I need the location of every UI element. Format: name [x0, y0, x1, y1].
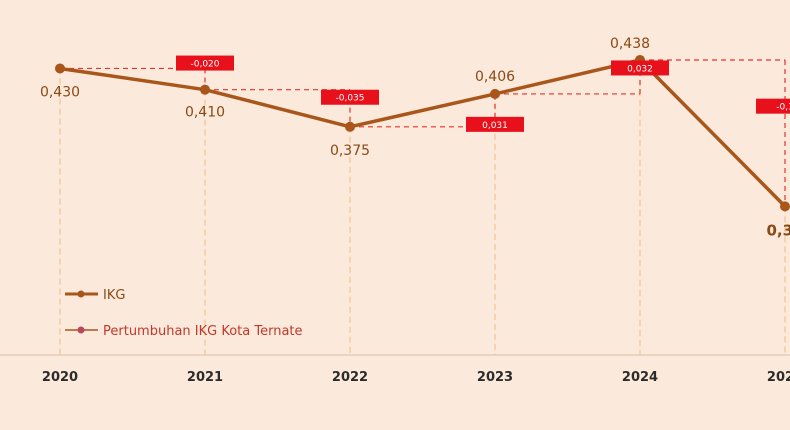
- growth-badge-2025: [756, 98, 790, 114]
- growth-badge-2024: [611, 60, 669, 76]
- ikg-value-label-2023: 0,406: [475, 69, 515, 85]
- legend-ikg-marker: [77, 290, 85, 298]
- growth-connectors: [60, 59, 786, 207]
- x-tick-2021: 2021: [187, 370, 223, 385]
- value-labels: 0,430 0,410 0,375 0,406 0,438 0,30: [40, 36, 790, 239]
- ikg-value-label-2020: 0,430: [40, 84, 80, 100]
- legend-ikg-label: IKG: [103, 288, 125, 303]
- growth-badges: -0,020 -0,035 0,031 0,032 -0,1: [176, 55, 790, 132]
- legend-growth-label: Pertumbuhan IKG Kota Ternate: [103, 324, 303, 339]
- growth-label-2021: -0,020: [190, 60, 219, 70]
- ikg-value-label-2024: 0,438: [610, 36, 650, 52]
- legend-growth-marker: [77, 326, 85, 334]
- x-tick-2022: 2022: [332, 370, 368, 385]
- ikg-series: [55, 54, 790, 212]
- x-tick-2025: 2025: [767, 370, 790, 385]
- ikg-point-2023: [490, 88, 500, 99]
- ikg-point-2021: [200, 84, 210, 95]
- growth-label-2023: 0,031: [482, 121, 508, 131]
- growth-badge-2021: [176, 55, 234, 71]
- ikg-value-label-2021: 0,410: [185, 105, 225, 121]
- ikg-value-label-2025: 0,30: [766, 221, 790, 239]
- ikg-point-2025: [780, 201, 790, 212]
- ikg-line: [59, 58, 787, 208]
- ikg-point-2020: [55, 63, 65, 74]
- x-tick-2023: 2023: [477, 370, 513, 385]
- x-tick-2020: 2020: [42, 370, 78, 385]
- growth-label-2022: -0,035: [335, 94, 364, 104]
- legend: IKG Pertumbuhan IKG Kota Ternate: [65, 288, 303, 339]
- ikg-value-label-2022: 0,375: [330, 143, 370, 159]
- x-tick-2024: 2024: [622, 370, 658, 385]
- growth-label-2024: 0,032: [627, 64, 653, 74]
- growth-badge-2022: [321, 89, 379, 105]
- growth-badge-2023: [466, 116, 524, 132]
- gridlines: [59, 59, 786, 355]
- ikg-point-2022: [345, 121, 355, 132]
- x-tick-labels: 2020 2021 2022 2023 2024 2025: [42, 370, 790, 385]
- growth-label-2025: -0,1: [776, 103, 790, 113]
